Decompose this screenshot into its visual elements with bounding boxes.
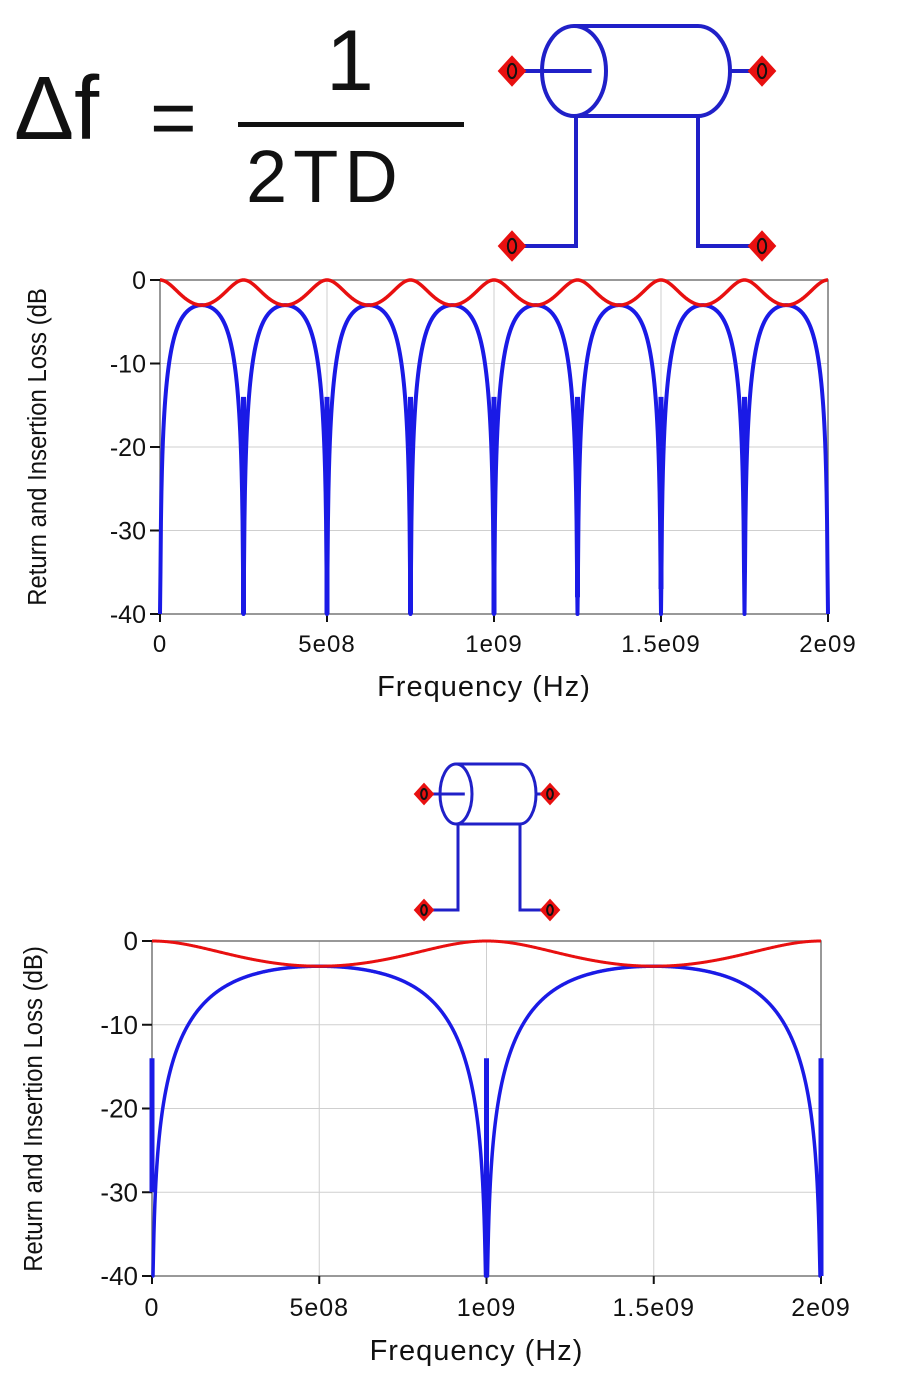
x-tick-label: 1e09 — [457, 1294, 517, 1322]
y-axis-label: Return and Insertion Loss (dB) — [19, 946, 48, 1272]
ground-right — [518, 824, 550, 912]
y-tick-label: 0 — [124, 926, 138, 956]
port-out — [747, 55, 777, 87]
x-tick-label: 0 — [145, 1294, 160, 1322]
port-diamond — [539, 898, 561, 922]
port-diamond — [497, 230, 527, 262]
ground-left — [512, 116, 578, 248]
port-ground-in — [497, 230, 527, 262]
transmission-line-short — [424, 762, 550, 912]
port-diamond — [497, 55, 527, 87]
x-axis-label: Frequency (Hz) — [370, 1335, 584, 1367]
cylinder-body — [456, 762, 538, 826]
y-tick-label: -40 — [100, 1261, 138, 1291]
chart-2: 0 5e08 1e09 1.5e09 2e09 0 -10 -20 -30 -40 Frequenc… — [19, 926, 851, 1367]
port-diamond — [413, 898, 435, 922]
formula-equals: = — [150, 73, 197, 162]
fraction-bar — [238, 122, 464, 127]
port-terminal — [506, 237, 518, 255]
port-ground-out — [539, 898, 561, 922]
y-axis-label: Return and Insertion Loss (dB — [23, 288, 52, 606]
port-terminal — [420, 904, 428, 916]
x-tick-label: 2e09 — [791, 1294, 851, 1322]
port-diamond — [747, 55, 777, 87]
formula-numerator: 1 — [326, 13, 374, 109]
port-diamond — [413, 782, 435, 806]
port-ground-out — [747, 230, 777, 262]
formula-denominator: 2TD — [246, 135, 404, 218]
transmission-line-long — [512, 24, 762, 248]
port-terminal — [546, 904, 554, 916]
port-in — [413, 782, 435, 806]
port-terminal — [506, 62, 518, 80]
x-tick-label: 5e08 — [298, 631, 355, 658]
port-terminal — [756, 62, 768, 80]
ground-left — [424, 824, 460, 912]
delay-formula: Δf = 1 2TD — [0, 0, 480, 240]
insertion-loss-line — [158, 278, 830, 307]
port-terminal — [546, 788, 554, 800]
x-tick-label: 1.5e09 — [621, 631, 700, 658]
port-ground-in — [413, 898, 435, 922]
y-tick-label: -20 — [110, 434, 146, 462]
port-diamond — [747, 230, 777, 262]
chart-1: 0 5e08 1e09 1.5e09 2e09 0 -10 -20 -30 -40 Frequenc… — [23, 267, 856, 703]
x-tick-label: 5e08 — [289, 1294, 349, 1322]
x-tick-label: 1e09 — [465, 631, 522, 658]
port-out — [539, 782, 561, 806]
y-tick-label: -40 — [110, 601, 146, 629]
x-tick-label: 1.5e09 — [613, 1294, 695, 1322]
port-terminal — [756, 237, 768, 255]
ground-right — [696, 116, 762, 248]
x-axis-label: Frequency (Hz) — [377, 671, 591, 703]
y-tick-label: -10 — [110, 351, 146, 379]
port-diamond — [539, 782, 561, 806]
y-tick-label: -10 — [100, 1010, 138, 1040]
y-tick-label: 0 — [132, 267, 146, 295]
insertion-loss-line — [150, 939, 823, 968]
x-tick-label: 0 — [153, 631, 167, 658]
x-tick-label: 2e09 — [799, 631, 856, 658]
y-tick-label: -20 — [100, 1094, 138, 1124]
port-terminal — [420, 788, 428, 800]
port-in — [497, 55, 527, 87]
y-tick-label: -30 — [100, 1177, 138, 1207]
formula-lhs: Δf — [14, 59, 100, 159]
y-tick-label: -30 — [110, 518, 146, 546]
